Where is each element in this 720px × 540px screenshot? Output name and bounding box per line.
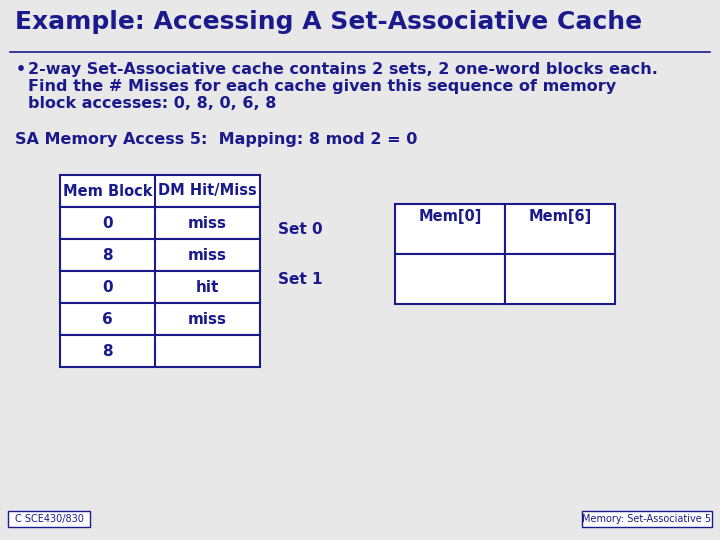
- Bar: [505, 254, 615, 304]
- Bar: [505, 204, 615, 254]
- Bar: [60, 335, 260, 367]
- Text: 0: 0: [102, 215, 113, 231]
- Bar: [395, 254, 505, 304]
- Text: Mem[6]: Mem[6]: [528, 209, 592, 224]
- Text: Mem[0]: Mem[0]: [418, 209, 482, 224]
- Text: •: •: [16, 62, 26, 77]
- Bar: [8, 511, 90, 527]
- Text: DM Hit/Miss: DM Hit/Miss: [158, 184, 257, 199]
- Text: 8: 8: [102, 343, 113, 359]
- Bar: [60, 303, 260, 335]
- Text: Set 1: Set 1: [278, 272, 323, 287]
- Bar: [60, 271, 260, 303]
- Bar: [60, 239, 260, 271]
- Bar: [582, 511, 712, 527]
- Text: 0: 0: [102, 280, 113, 294]
- Text: Memory: Set-Associative 5: Memory: Set-Associative 5: [582, 514, 711, 524]
- Text: 2-way Set-Associative cache contains 2 sets, 2 one-word blocks each.: 2-way Set-Associative cache contains 2 s…: [28, 62, 658, 77]
- Text: block accesses: 0, 8, 0, 6, 8: block accesses: 0, 8, 0, 6, 8: [28, 96, 276, 111]
- Bar: [60, 175, 260, 207]
- Text: miss: miss: [188, 247, 227, 262]
- Text: 8: 8: [102, 247, 113, 262]
- Bar: [60, 207, 260, 239]
- Text: Mem Block: Mem Block: [63, 184, 152, 199]
- Text: miss: miss: [188, 215, 227, 231]
- Text: Example: Accessing A Set-Associative Cache: Example: Accessing A Set-Associative Cac…: [15, 10, 642, 34]
- Text: Find the # Misses for each cache given this sequence of memory: Find the # Misses for each cache given t…: [28, 79, 616, 94]
- Text: miss: miss: [188, 312, 227, 327]
- Text: C SCE430/830: C SCE430/830: [14, 514, 84, 524]
- Text: 6: 6: [102, 312, 113, 327]
- Bar: [395, 204, 505, 254]
- Text: hit: hit: [196, 280, 219, 294]
- Text: SA Memory Access 5:  Mapping: 8 mod 2 = 0: SA Memory Access 5: Mapping: 8 mod 2 = 0: [15, 132, 418, 147]
- Text: Set 0: Set 0: [278, 221, 323, 237]
